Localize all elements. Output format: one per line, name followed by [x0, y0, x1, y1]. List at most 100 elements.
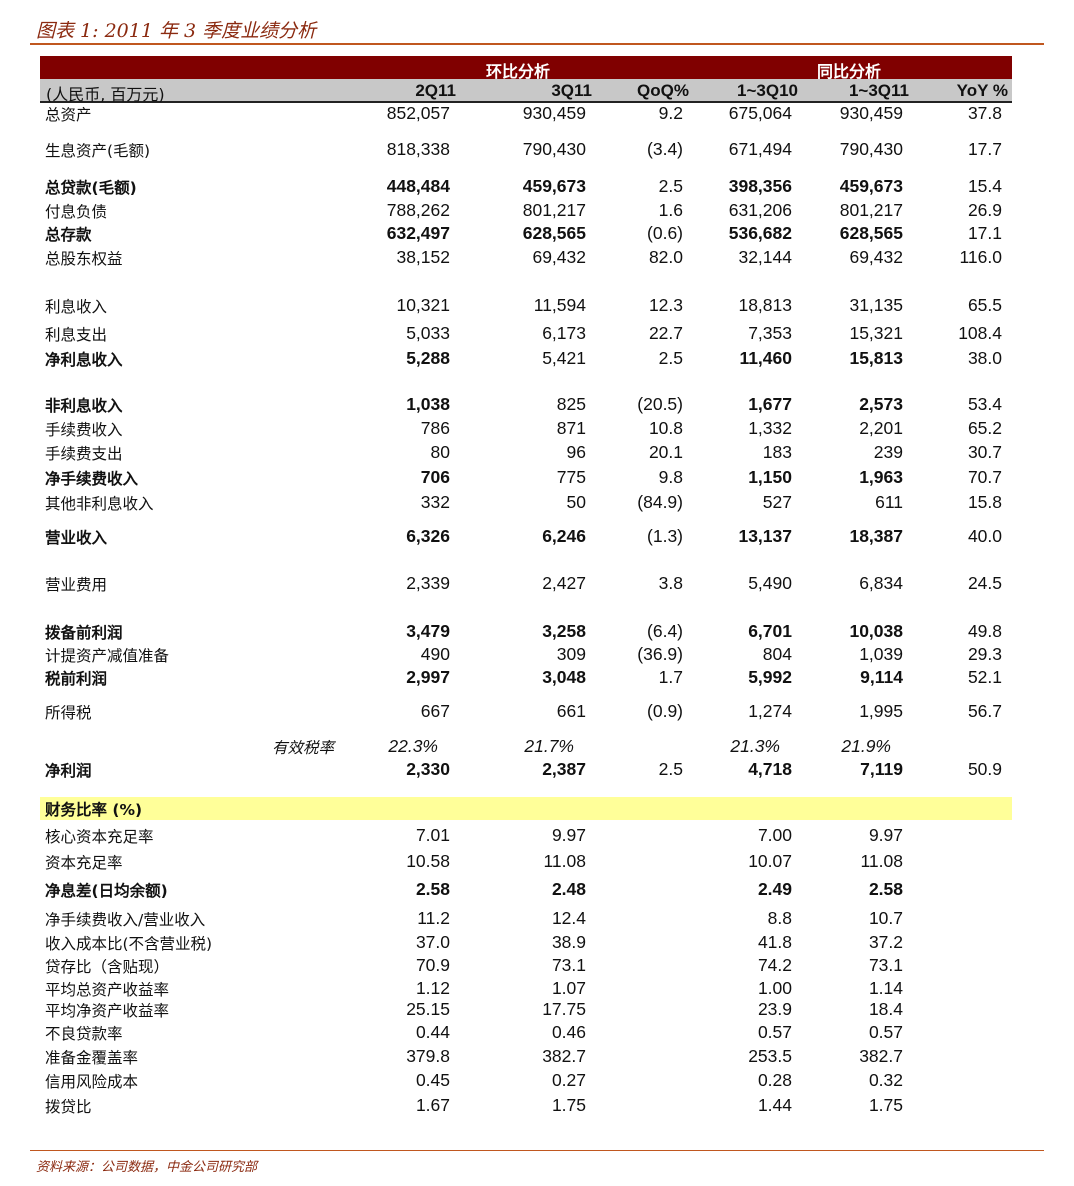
cell-2Q11: 5,033	[406, 323, 450, 343]
cell-2Q11: 38,152	[396, 247, 450, 267]
cell-3Q11: 73.1	[551, 955, 586, 975]
table-row: 净利息收入 5,288 5,421 2.5 11,460 15,813 38.0	[40, 348, 1012, 370]
cell-QoQ%: (36.9)	[637, 644, 683, 664]
table-row: 净息差(日均余额) 2.58 2.48 2.49 2.58	[40, 879, 1012, 901]
cell-YoY %: 40.0	[967, 526, 1002, 546]
cell-QoQ%: (3.4)	[647, 139, 683, 159]
group-qoq: 环比分析	[486, 62, 551, 81]
table-row: 信用风险成本 0.45 0.27 0.28 0.32	[40, 1070, 1012, 1092]
cell-3Q11: 1.07	[551, 978, 586, 998]
cell-2Q11: 11.2	[417, 908, 450, 928]
cell-1~3Q10: 2.49	[757, 879, 792, 899]
row-label: 核心资本充足率	[45, 828, 154, 846]
cell-QoQ%: (84.9)	[637, 492, 683, 512]
cell-2Q11: 448,484	[386, 176, 450, 196]
cell-1~3Q10: 1,677	[748, 394, 792, 414]
cell-1~3Q11: 2.58	[868, 879, 903, 899]
table-row: 总贷款(毛额) 448,484 459,673 2.5 398,356 459,673 15…	[40, 176, 1012, 198]
table-row: 拨贷比 1.67 1.75 1.44 1.75	[40, 1095, 1012, 1117]
cell-2Q11: 80	[430, 442, 450, 462]
cell-2Q11: 0.45	[415, 1070, 450, 1090]
cell-1~3Q11: 1.75	[868, 1095, 903, 1115]
cell-2Q11: 786	[420, 418, 450, 438]
cell-QoQ%: 2.5	[658, 348, 683, 368]
cell-2Q11: 632,497	[386, 223, 450, 243]
cell-QoQ%: 1.7	[658, 667, 683, 687]
cell-3Q11: 6,173	[542, 323, 586, 343]
cell-1~3Q11: 0.32	[868, 1070, 903, 1090]
cell-2Q11: 2.58	[415, 879, 450, 899]
cell-YoY %: 50.9	[967, 759, 1002, 779]
cell-1~3Q11: 6,834	[859, 573, 903, 593]
cell-2Q11: 25.15	[406, 999, 450, 1019]
row-label: 手续费支出	[45, 445, 123, 463]
cell-2Q11: 10.58	[406, 851, 450, 871]
cell-YoY %: 37.8	[967, 103, 1002, 123]
table-row: 贷存比（含贴现） 70.9 73.1 74.2 73.1	[40, 955, 1012, 977]
cell-3Q11: 2.48	[551, 879, 586, 899]
cell-1~3Q10: 398,356	[728, 176, 792, 196]
table-row: 拨备前利润 3,479 3,258 (6.4) 6,701 10,038 49.8	[40, 621, 1012, 643]
cell-1~3Q10: 253.5	[748, 1046, 792, 1066]
cell-YoY %: 24.5	[967, 573, 1002, 593]
cell-3Q11: 801,217	[522, 200, 586, 220]
cell-2Q11: 1.67	[415, 1095, 450, 1115]
cell-QoQ%: (1.3)	[647, 526, 683, 546]
table-row: 收入成本比(不含营业税) 37.0 38.9 41.8 37.2	[40, 932, 1012, 954]
cell-YoY %: 116.0	[959, 247, 1003, 267]
cell-1~3Q11: 11.08	[860, 851, 904, 871]
cell-3Q11: 1.75	[551, 1095, 586, 1115]
row-label: 总资产	[45, 106, 92, 124]
cell-1~3Q11: 21.9%	[841, 736, 891, 756]
table-row: 税前利润 2,997 3,048 1.7 5,992 9,114 52.1	[40, 667, 1012, 689]
row-label: 营业费用	[45, 576, 108, 594]
table-row: 总资产 852,057 930,459 9.2 675,064 930,459 37.8	[40, 103, 1012, 125]
cell-1~3Q11: 73.1	[868, 955, 903, 975]
cell-1~3Q11: 31,135	[849, 295, 903, 315]
cell-1~3Q11: 1.14	[868, 978, 903, 998]
row-label: 有效税率	[272, 739, 335, 757]
table-row: 总股东权益 38,152 69,432 82.0 32,144 69,432 116.0	[40, 247, 1012, 269]
cell-3Q11: 5,421	[542, 348, 586, 368]
column-header-0: 2Q11	[415, 81, 456, 100]
cell-2Q11: 10,321	[396, 295, 450, 315]
cell-1~3Q10: 1,274	[748, 701, 792, 721]
table-row: 有效税率 22.3% 21.7% 21.3% 21.9%	[40, 736, 1012, 758]
cell-3Q11: 628,565	[522, 223, 586, 243]
cell-3Q11: 21.7%	[524, 736, 574, 756]
cell-1~3Q10: 74.2	[757, 955, 792, 975]
cell-3Q11: 6,246	[542, 526, 586, 546]
table-row: 核心资本充足率 7.01 9.97 7.00 9.97	[40, 825, 1012, 847]
cell-1~3Q10: 11,460	[739, 348, 792, 368]
cell-1~3Q11: 2,573	[859, 394, 903, 414]
cell-1~3Q10: 5,490	[748, 573, 792, 593]
table-row: 营业收入 6,326 6,246 (1.3) 13,137 18,387 40.0	[40, 526, 1012, 548]
cell-3Q11: 11.08	[543, 851, 587, 871]
cell-3Q11: 309	[556, 644, 586, 664]
cell-QoQ%: (6.4)	[647, 621, 683, 641]
table-row: 财务比率 (%)	[40, 798, 1012, 820]
cell-3Q11: 9.97	[551, 825, 586, 845]
table-row: 付息负债 788,262 801,217 1.6 631,206 801,217 26.9	[40, 200, 1012, 222]
cell-1~3Q10: 675,064	[728, 103, 792, 123]
cell-1~3Q10: 0.57	[757, 1022, 792, 1042]
cell-YoY %: 108.4	[958, 323, 1002, 343]
cell-3Q11: 11,594	[533, 295, 586, 315]
cell-YoY %: 53.4	[967, 394, 1002, 414]
row-label: 收入成本比(不含营业税)	[45, 935, 213, 953]
cell-1~3Q11: 15,321	[849, 323, 903, 343]
table-row: 资本充足率 10.58 11.08 10.07 11.08	[40, 851, 1012, 873]
cell-2Q11: 1.12	[415, 978, 450, 998]
cell-2Q11: 37.0	[415, 932, 450, 952]
cell-1~3Q10: 804	[762, 644, 792, 664]
table-row: 计提资产减值准备 490 309 (36.9) 804 1,039 29.3	[40, 644, 1012, 666]
cell-2Q11: 788,262	[386, 200, 450, 220]
row-label: 财务比率 (%)	[45, 801, 143, 819]
row-label: 所得税	[45, 704, 92, 722]
cell-1~3Q10: 41.8	[757, 932, 792, 952]
cell-3Q11: 825	[556, 394, 586, 414]
cell-1~3Q11: 790,430	[839, 139, 903, 159]
cell-QoQ%: 12.3	[648, 295, 683, 315]
table-row: 利息支出 5,033 6,173 22.7 7,353 15,321 108.4	[40, 323, 1012, 345]
cell-2Q11: 7.01	[415, 825, 450, 845]
